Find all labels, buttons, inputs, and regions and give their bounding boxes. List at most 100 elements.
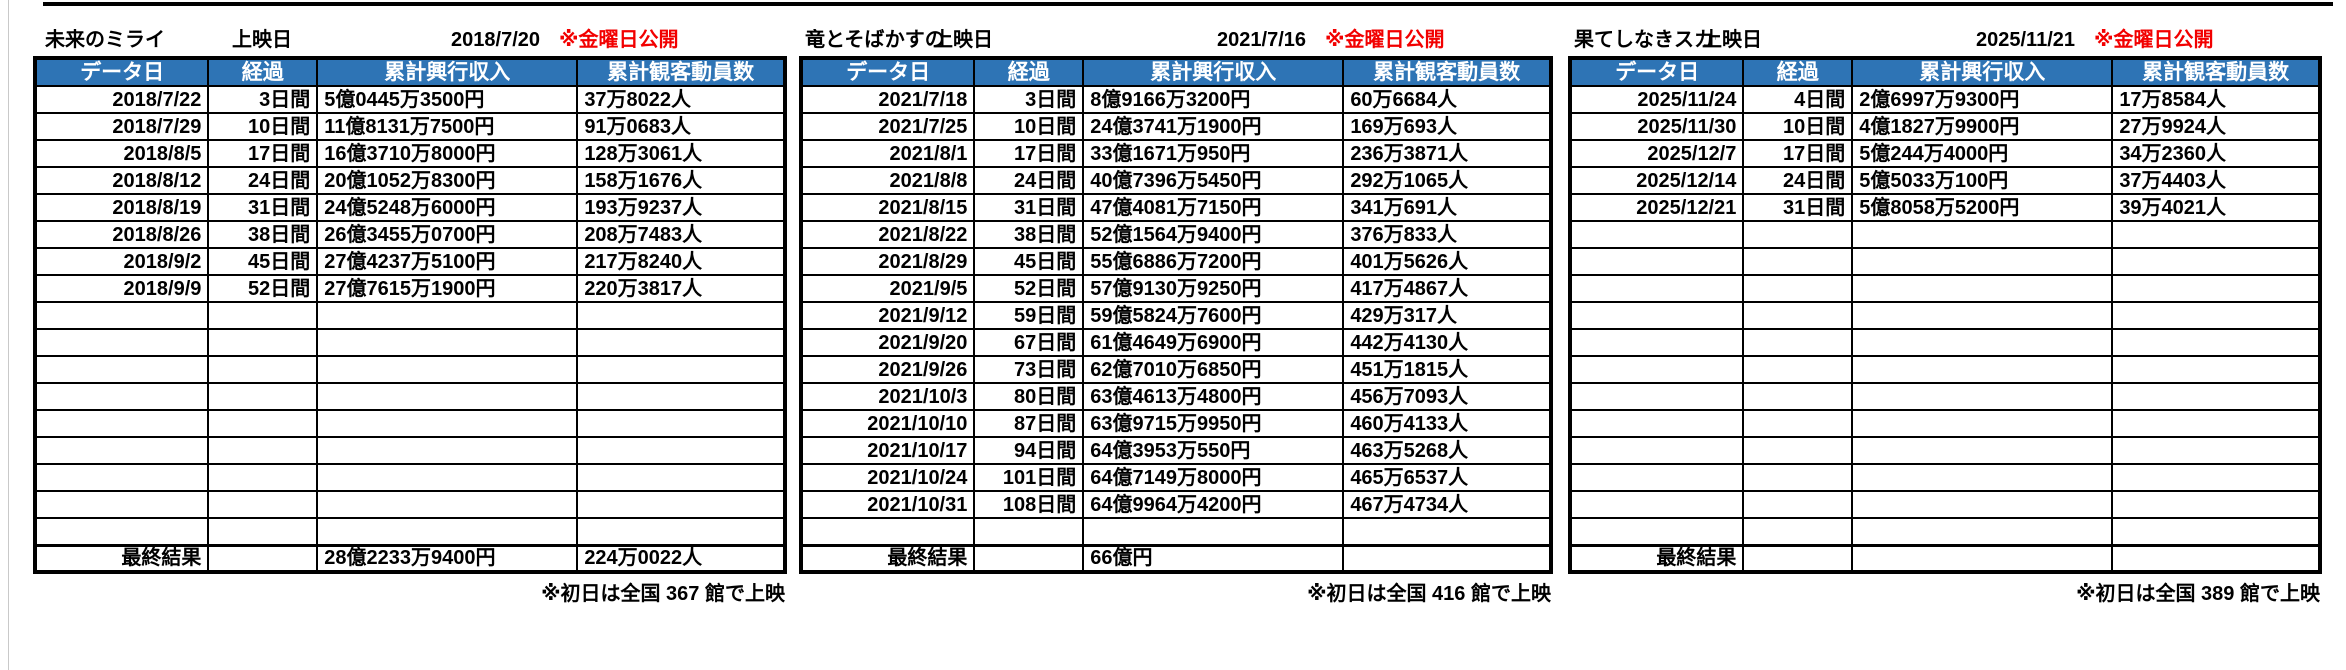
revenue-cell[interactable] (1851, 463, 2114, 492)
elapsed-days-cell[interactable]: 10日間 (207, 112, 319, 141)
data-date-cell[interactable]: 2025/12/7 (1568, 139, 1745, 168)
revenue-cell[interactable]: 8億9166万3200円 (1082, 85, 1345, 114)
col-header-elapsed[interactable]: 経過 (207, 57, 319, 87)
elapsed-days-cell[interactable]: 80日間 (973, 382, 1085, 411)
elapsed-days-cell[interactable]: 73日間 (973, 355, 1085, 384)
data-date-cell[interactable]: 2018/8/26 (33, 220, 210, 249)
elapsed-days-cell[interactable]: 38日間 (207, 220, 319, 249)
audience-cell[interactable] (576, 436, 786, 465)
elapsed-days-cell[interactable]: 24日間 (1742, 166, 1854, 195)
opening-theater-count-note[interactable]: ※初日は全国 367 館で上映 (541, 583, 785, 605)
audience-cell[interactable]: 341万691人 (1342, 193, 1552, 222)
audience-cell[interactable]: 217万8240人 (576, 247, 786, 276)
elapsed-days-cell[interactable]: 52日間 (207, 274, 319, 303)
audience-cell[interactable]: 292万1065人 (1342, 166, 1552, 195)
data-date-cell[interactable]: 2021/8/29 (799, 247, 976, 276)
revenue-cell[interactable]: 57億9130万9250円 (1082, 274, 1345, 303)
audience-cell[interactable]: 208万7483人 (576, 220, 786, 249)
data-date-cell[interactable] (1568, 355, 1745, 384)
revenue-cell[interactable]: 55億6886万7200円 (1082, 247, 1345, 276)
elapsed-days-cell[interactable]: 67日間 (973, 328, 1085, 357)
data-date-cell[interactable] (1568, 382, 1745, 411)
elapsed-days-cell[interactable] (207, 436, 319, 465)
audience-cell[interactable]: 27万9924人 (2111, 112, 2321, 141)
revenue-cell[interactable] (1851, 409, 2114, 438)
audience-cell[interactable]: 463万5268人 (1342, 436, 1552, 465)
revenue-cell[interactable] (1082, 517, 1345, 546)
revenue-cell[interactable]: 63億4613万4800円 (1082, 382, 1345, 411)
elapsed-days-cell[interactable]: 24日間 (207, 166, 319, 195)
revenue-cell[interactable]: 33億1671万950円 (1082, 139, 1345, 168)
audience-cell[interactable] (576, 517, 786, 546)
audience-cell[interactable]: 429万317人 (1342, 301, 1552, 330)
revenue-cell[interactable]: 61億4649万6900円 (1082, 328, 1345, 357)
audience-cell[interactable] (576, 355, 786, 384)
audience-cell[interactable] (2111, 463, 2321, 492)
audience-cell[interactable]: 460万4133人 (1342, 409, 1552, 438)
elapsed-days-cell[interactable]: 45日間 (207, 247, 319, 276)
data-date-cell[interactable] (33, 382, 210, 411)
audience-cell[interactable]: 401万5626人 (1342, 247, 1552, 276)
col-header-revenue[interactable]: 累計興行収入 (316, 57, 579, 87)
audience-cell[interactable] (576, 409, 786, 438)
data-date-cell[interactable]: 2021/8/8 (799, 166, 976, 195)
audience-cell[interactable]: 169万693人 (1342, 112, 1552, 141)
data-date-cell[interactable]: 2025/11/24 (1568, 85, 1745, 114)
data-date-cell[interactable]: 2018/9/9 (33, 274, 210, 303)
audience-cell[interactable] (576, 490, 786, 519)
elapsed-days-cell[interactable] (1742, 490, 1854, 519)
revenue-cell[interactable] (316, 463, 579, 492)
audience-cell[interactable] (2111, 328, 2321, 357)
audience-cell[interactable]: 39万4021人 (2111, 193, 2321, 222)
audience-cell[interactable] (2111, 436, 2321, 465)
col-header-elapsed[interactable]: 経過 (973, 57, 1085, 87)
data-date-cell[interactable]: 2025/11/30 (1568, 112, 1745, 141)
revenue-cell[interactable] (1851, 436, 2114, 465)
audience-cell[interactable]: 467万4734人 (1342, 490, 1552, 519)
final-revenue-cell[interactable] (1851, 543, 2114, 573)
audience-cell[interactable] (576, 463, 786, 492)
release-date[interactable]: 2025/11/21 (1976, 29, 2075, 51)
revenue-cell[interactable] (1851, 355, 2114, 384)
revenue-cell[interactable]: 11億8131万7500円 (316, 112, 579, 141)
elapsed-days-cell[interactable] (207, 463, 319, 492)
elapsed-days-cell[interactable] (973, 517, 1085, 546)
elapsed-days-cell[interactable] (1742, 247, 1854, 276)
final-elapsed-cell[interactable] (973, 543, 1085, 573)
data-date-cell[interactable] (1568, 301, 1745, 330)
friday-release-note[interactable]: ※金曜日公開 (2094, 29, 2214, 51)
revenue-cell[interactable]: 5億244万4000円 (1851, 139, 2114, 168)
audience-cell[interactable]: 128万3061人 (576, 139, 786, 168)
audience-cell[interactable] (1342, 517, 1552, 546)
elapsed-days-cell[interactable] (207, 328, 319, 357)
audience-cell[interactable] (2111, 517, 2321, 546)
col-header-audience[interactable]: 累計観客動員数 (1342, 57, 1552, 87)
col-header-date[interactable]: データ日 (799, 57, 976, 87)
audience-cell[interactable]: 34万2360人 (2111, 139, 2321, 168)
data-date-cell[interactable]: 2021/8/15 (799, 193, 976, 222)
data-date-cell[interactable]: 2021/10/3 (799, 382, 976, 411)
elapsed-days-cell[interactable]: 31日間 (207, 193, 319, 222)
opening-theater-count-note[interactable]: ※初日は全国 416 館で上映 (1307, 583, 1551, 605)
audience-cell[interactable]: 193万9237人 (576, 193, 786, 222)
revenue-cell[interactable]: 26億3455万0700円 (316, 220, 579, 249)
col-header-revenue[interactable]: 累計興行収入 (1082, 57, 1345, 87)
revenue-cell[interactable]: 16億3710万8000円 (316, 139, 579, 168)
data-date-cell[interactable]: 2021/9/20 (799, 328, 976, 357)
revenue-cell[interactable]: 27億7615万1900円 (316, 274, 579, 303)
revenue-cell[interactable] (1851, 328, 2114, 357)
revenue-cell[interactable]: 27億4237万5100円 (316, 247, 579, 276)
elapsed-days-cell[interactable] (1742, 220, 1854, 249)
audience-cell[interactable]: 158万1676人 (576, 166, 786, 195)
revenue-cell[interactable]: 64億3953万550円 (1082, 436, 1345, 465)
data-date-cell[interactable]: 2025/12/14 (1568, 166, 1745, 195)
data-date-cell[interactable] (1568, 220, 1745, 249)
elapsed-days-cell[interactable]: 31日間 (973, 193, 1085, 222)
elapsed-days-cell[interactable]: 3日間 (973, 85, 1085, 114)
revenue-cell[interactable] (316, 301, 579, 330)
release-day-label[interactable]: 上映日 (933, 29, 993, 51)
data-date-cell[interactable]: 2021/10/24 (799, 463, 976, 492)
revenue-cell[interactable] (316, 490, 579, 519)
data-date-cell[interactable] (1568, 247, 1745, 276)
revenue-cell[interactable] (316, 328, 579, 357)
